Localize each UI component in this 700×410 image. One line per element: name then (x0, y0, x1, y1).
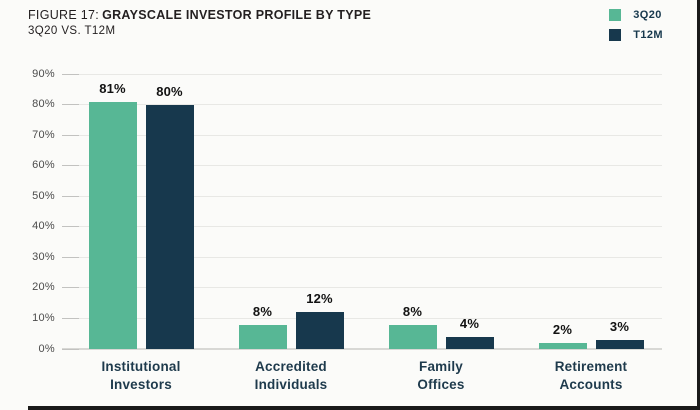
y-axis-label: 40% (32, 220, 55, 233)
y-axis-tick (62, 165, 79, 167)
bar-3q20-retirement-accounts (538, 342, 587, 349)
x-axis-label-line: Retirement (554, 359, 628, 374)
x-axis-label-line: Accounts (559, 376, 623, 392)
legend-swatch-t12m (609, 29, 622, 41)
y-axis-tick (62, 317, 79, 319)
bar-value-label: 2% (552, 321, 573, 337)
bar-value-label: 4% (459, 315, 480, 331)
y-axis-label: 30% (32, 250, 55, 263)
bar-3q20-accredited-individuals (238, 324, 287, 349)
y-axis-tick (62, 73, 79, 75)
bar-value-label: 81% (99, 80, 126, 96)
y-axis-tick (62, 195, 79, 197)
x-axis-label-line: Offices (417, 376, 465, 392)
figure-subtitle: 3Q20 VS. T12M (28, 25, 116, 37)
figure-number-label: FIGURE 17: (28, 8, 100, 22)
bar-t12m-institutional-investors (145, 104, 194, 349)
x-axis-label-line: Accredited (255, 359, 327, 374)
x-axis-label-institutional-investors: Institutional Investors (66, 358, 216, 393)
legend-swatch-3q20 (609, 9, 622, 21)
gridline-70% (62, 134, 662, 136)
x-axis-label-line: Family (419, 359, 463, 374)
bar-value-label: 80% (156, 83, 183, 99)
gridline-40% (62, 226, 662, 228)
x-axis-label-retirement-accounts: Retirement Accounts (516, 358, 666, 393)
bar-value-label: 12% (306, 291, 333, 307)
legend: 3Q20 T12M (609, 9, 663, 49)
x-axis-label-line: Institutional (101, 359, 181, 374)
y-axis-label: 60% (32, 159, 55, 172)
y-axis-tick (62, 134, 79, 136)
gridline-0% (62, 348, 662, 350)
y-axis-tick (62, 226, 79, 228)
x-axis-label-line: Individuals (254, 376, 328, 392)
y-axis-label: 10% (32, 311, 55, 324)
bar-3q20-family-offices (388, 324, 437, 349)
y-axis-label: 90% (32, 67, 55, 80)
page-edge-bottom (28, 406, 700, 410)
legend-label-3q20: 3Q20 (633, 9, 662, 21)
x-axis-label-line: Investors (110, 376, 172, 392)
bar-t12m-family-offices (445, 336, 494, 349)
y-axis-label: 50% (32, 189, 55, 202)
page-edge-right (697, 0, 700, 410)
y-axis-label: 0% (38, 342, 55, 355)
legend-item-t12m: T12M (609, 29, 663, 41)
gridline-80% (62, 104, 662, 106)
bar-value-label: 8% (402, 303, 423, 319)
legend-label-t12m: T12M (633, 29, 663, 41)
bar-t12m-accredited-individuals (295, 312, 344, 349)
figure-title: GRAYSCALE INVESTOR PROFILE BY TYPE (102, 8, 372, 22)
y-axis-tick (62, 348, 79, 350)
gridline-90% (62, 73, 662, 75)
bar-t12m-retirement-accounts (595, 339, 644, 349)
gridline-60% (62, 165, 662, 167)
gridline-50% (62, 195, 662, 197)
gridline-10% (62, 317, 662, 319)
y-axis-tick (62, 287, 79, 289)
y-axis-tick (62, 256, 79, 258)
gridline-20% (62, 287, 662, 289)
bar-value-label: 8% (252, 303, 273, 319)
y-axis-label: 20% (32, 281, 55, 294)
figure-header: FIGURE 17: GRAYSCALE INVESTOR PROFILE BY … (28, 8, 371, 37)
y-axis-label: 80% (32, 98, 55, 111)
y-axis-tick (62, 104, 79, 106)
x-axis-label-accredited-individuals: Accredited Individuals (216, 358, 366, 393)
figure-title-line: FIGURE 17: GRAYSCALE INVESTOR PROFILE BY … (28, 8, 371, 22)
legend-item-3q20: 3Q20 (609, 9, 663, 21)
bar-value-label: 3% (609, 318, 630, 334)
bar-3q20-institutional-investors (88, 101, 137, 349)
y-axis-label: 70% (32, 128, 55, 141)
gridline-30% (62, 256, 662, 258)
x-axis-label-family-offices: Family Offices (366, 358, 516, 393)
